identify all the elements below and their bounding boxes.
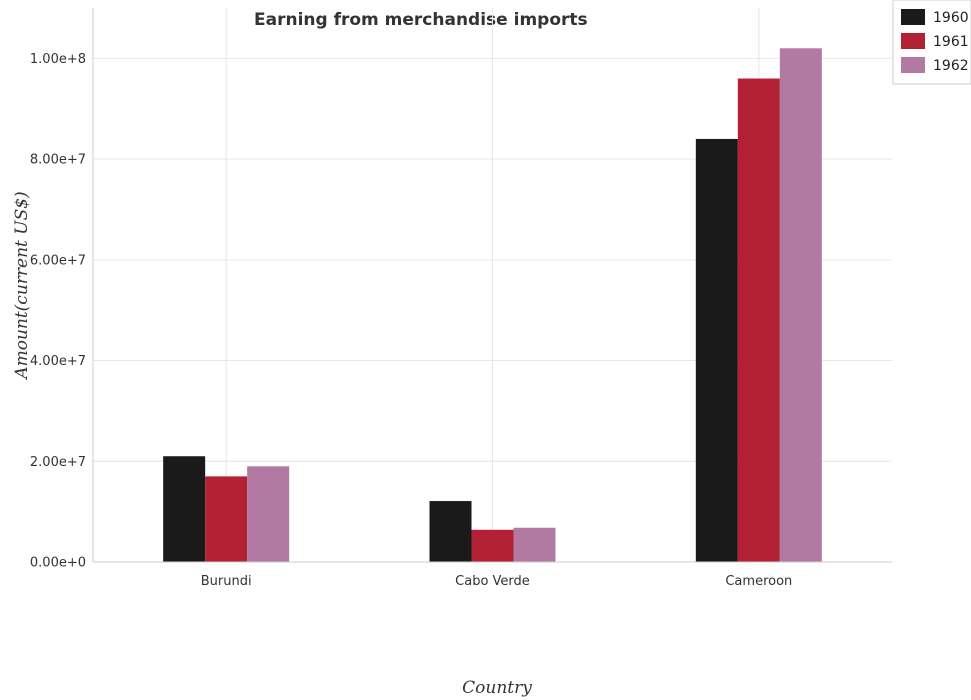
legend-swatch xyxy=(901,57,925,73)
x-tick-label: Cameroon xyxy=(725,574,792,589)
legend-label: 1962 xyxy=(933,58,969,74)
y-tick-label: 8.00e+7 xyxy=(30,153,86,168)
bar-1960-cabo-verde xyxy=(429,501,472,562)
y-tick-labels: 0.00e+0 2.00e+7 4.00e+7 6.00e+7 8.00e+7 1.00e… xyxy=(30,52,86,571)
bar-1961-burundi xyxy=(205,476,248,562)
bar-1961-cabo-verde xyxy=(471,529,514,562)
y-axis-title: Amount(current US$) xyxy=(12,191,32,380)
legend-label: 1960 xyxy=(933,10,969,26)
bar-1961-cameroon xyxy=(737,78,780,562)
chart-title: Earning from merchandise imports xyxy=(254,10,588,30)
legend-label: 1961 xyxy=(933,34,969,50)
x-gridlines xyxy=(225,8,760,562)
legend: 1960 1961 1962 xyxy=(892,0,971,85)
y-tick-label: 4.00e+7 xyxy=(30,354,86,369)
y-tick-label: 2.00e+7 xyxy=(30,455,86,470)
y-tick-label: 6.00e+7 xyxy=(30,253,86,268)
bar-1960-cameroon xyxy=(695,138,738,563)
bar-1962-burundi xyxy=(247,466,290,562)
x-tick-label: Cabo Verde xyxy=(455,574,530,589)
x-tick-label: Burundi xyxy=(201,574,252,589)
x-tick-labels: Burundi Cabo Verde Cameroon xyxy=(201,574,793,589)
bars xyxy=(163,48,822,563)
bar-1962-cameroon xyxy=(779,48,822,563)
legend-swatch xyxy=(901,33,925,49)
x-axis-title: Country xyxy=(462,678,532,698)
y-tick-label: 0.00e+0 xyxy=(30,556,86,571)
legend-swatch xyxy=(901,9,925,25)
bar-1960-burundi xyxy=(163,456,206,562)
y-tick-label: 1.00e+8 xyxy=(30,52,86,67)
bar-1962-cabo-verde xyxy=(513,527,556,562)
